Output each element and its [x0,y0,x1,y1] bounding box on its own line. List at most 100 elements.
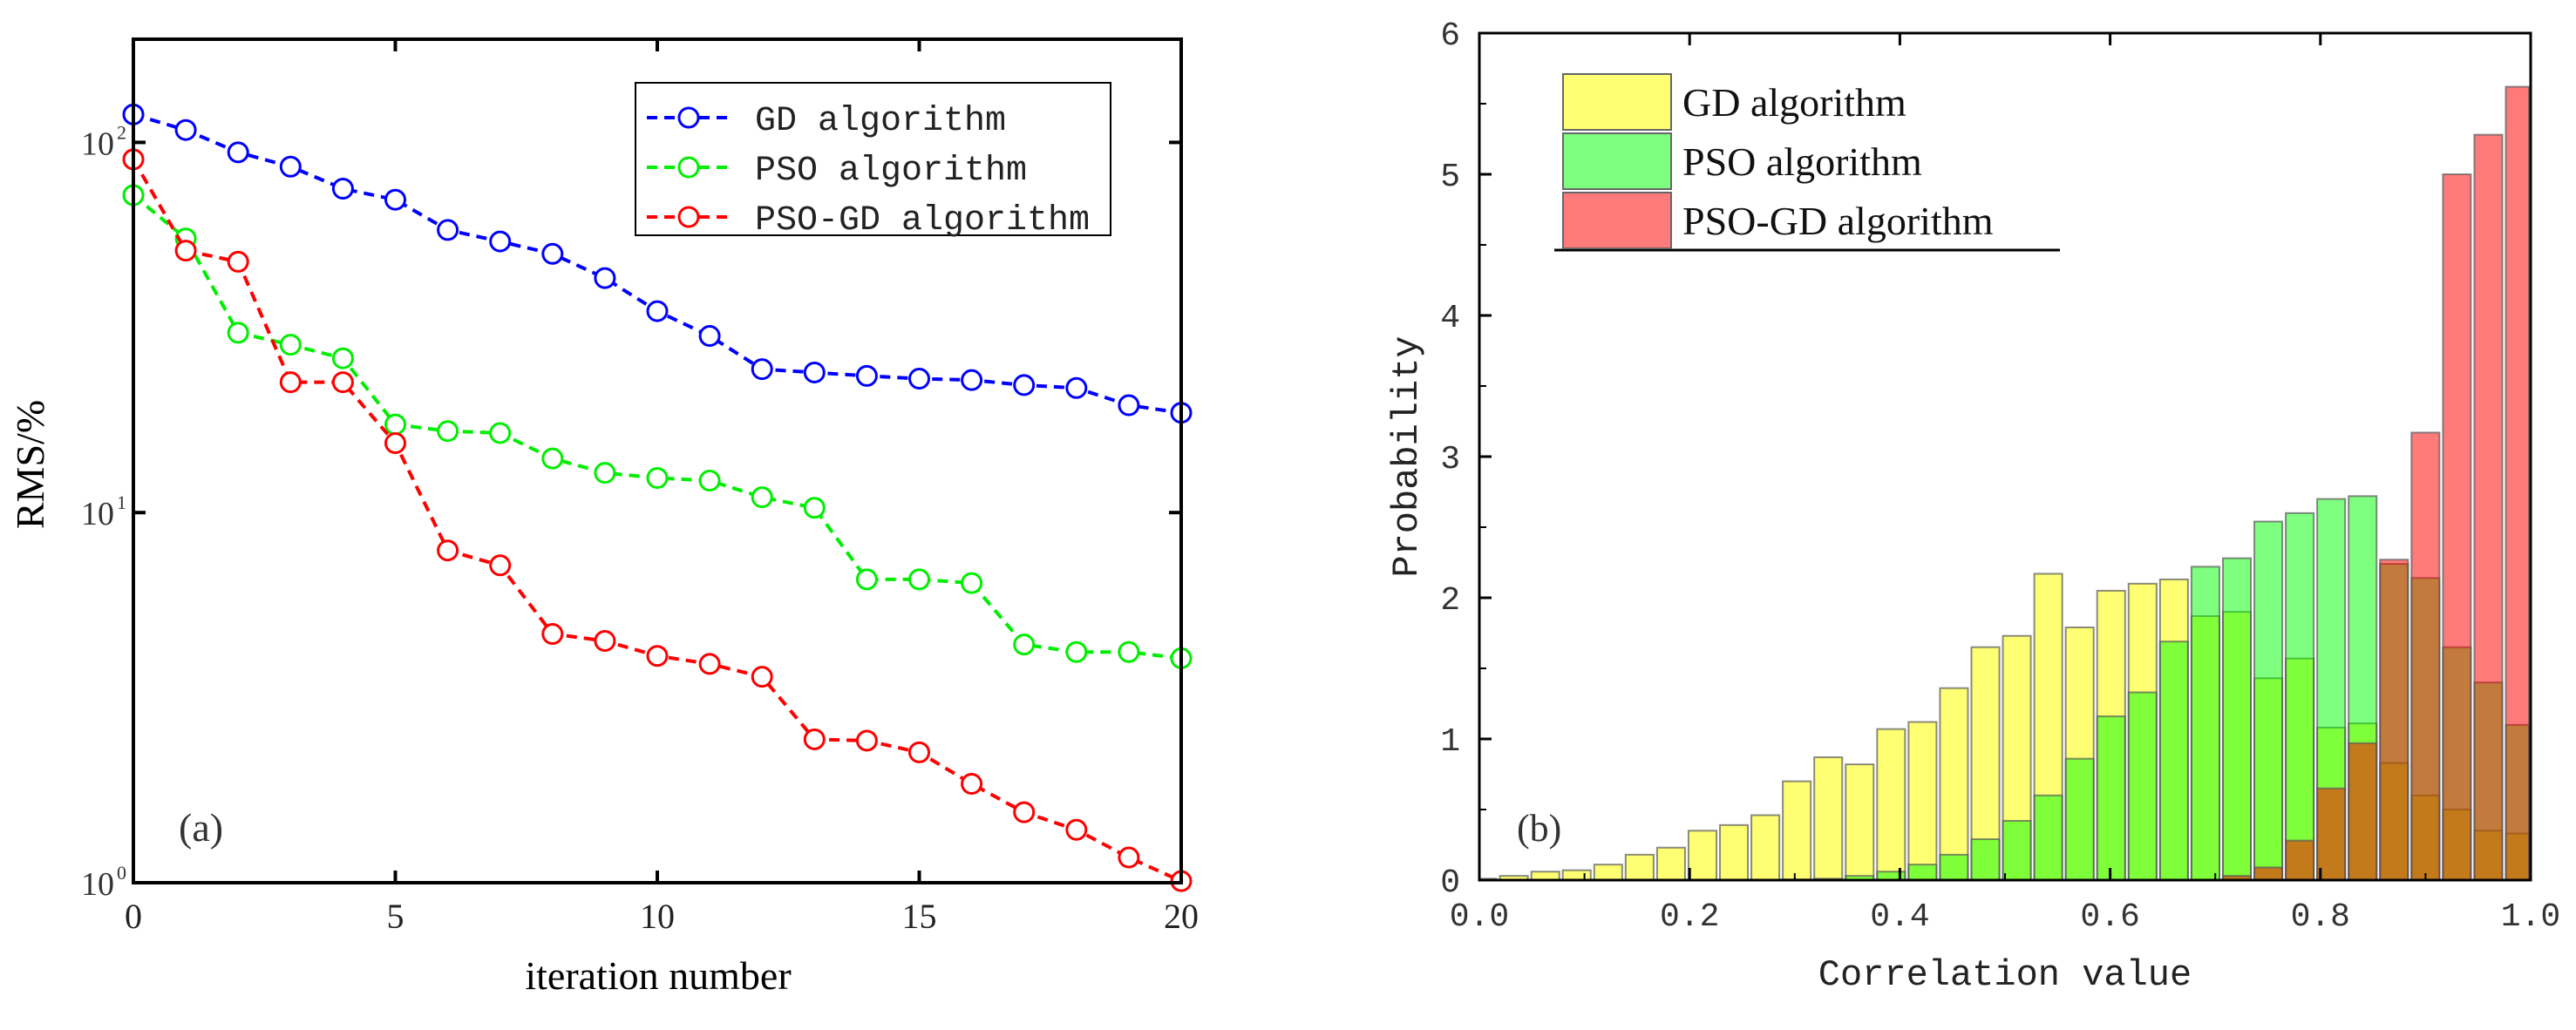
y-tick-label: 10 [81,866,114,903]
legend-entry-label: PSO-GD algorithm [1682,199,1994,243]
histogram-bar-gd-algorithm [1782,780,1812,881]
histogram-bar-gd-algorithm [1939,687,1969,881]
y-tick-label: 2 [1440,582,1460,620]
panel-b-probability-histogram: 0.0 0.2 0.4 0.6 0.8 1.0 0 1 2 3 4 5 6 (b) Correlatio… [1386,17,2560,996]
data-point [489,422,512,444]
panel-a-label: (a) [179,805,223,850]
data-point [803,497,826,519]
data-point [227,141,249,164]
histogram-bar-pso-algorithm [2096,715,2126,882]
legend-marker [677,206,700,228]
data-point [1118,640,1140,663]
histogram-bar-pso-gd-algorithm [2442,173,2472,881]
legend-marker [677,106,700,129]
data-point [698,325,721,348]
data-point [698,653,721,675]
panel-b-x-axis-label: Correlation value [1818,954,2192,996]
data-point [384,188,406,211]
histogram-bar-pso-gd-algorithm [2473,133,2504,881]
data-point [331,347,354,369]
data-point [961,572,983,594]
data-point [751,358,773,381]
panel-b-bars [1480,85,2531,882]
legend-marker [677,156,700,179]
histogram-bar-gd-algorithm [1876,728,1907,881]
histogram-bar-gd-algorithm [1687,830,1718,881]
legend-entry-label: PSO algorithm [755,152,1027,191]
data-point [279,155,302,178]
data-point [803,361,826,383]
x-tick-label: 0.2 [1660,898,1719,936]
y-tick-label: 1 [1440,723,1460,761]
histogram-bar-pso-gd-algorithm [2285,839,2315,882]
histogram-bar-pso-algorithm [2064,757,2095,881]
data-point [1013,634,1036,656]
panel-b-ticks: 0.0 0.2 0.4 0.6 0.8 1.0 0 1 2 3 4 5 6 [1440,17,2560,936]
y-tick-label: 0 [1440,864,1460,902]
y-tick-label: 5 [1440,159,1460,196]
panel-a-legend: GD algorithm PSO algorithm PSO-GD algorith… [635,82,1111,241]
panel-a-y-axis-label: RMS/% [8,400,52,529]
x-tick-label: 0.4 [1870,898,1929,936]
data-point [594,630,616,653]
legend-swatch [1562,73,1672,131]
x-tick-label: 0.6 [2080,898,2139,936]
data-point [541,242,564,265]
histogram-bar-gd-algorithm [1593,864,1623,881]
data-point [1013,801,1036,823]
data-point [384,413,406,436]
histogram-bar-pso-algorithm [1939,853,1969,882]
data-point [855,729,878,752]
histogram-bar-gd-algorithm [1813,756,1844,881]
legend-swatch [1562,132,1672,190]
data-point [594,462,616,485]
panel-a-x-axis-label: iteration number [525,953,791,998]
data-point [1118,846,1140,869]
data-point [1118,394,1140,417]
data-point [594,267,616,289]
histogram-bar-pso-gd-algorithm [2379,559,2409,881]
histogram-bar-pso-algorithm [2221,557,2253,881]
x-tick-label: 20 [1164,897,1199,936]
x-tick-label: 10 [640,897,675,936]
histogram-bar-gd-algorithm [1750,814,1781,881]
data-point [855,364,878,387]
data-point [279,334,302,356]
data-point [227,250,249,273]
x-tick-label: 0.0 [1450,898,1509,936]
x-tick-label: 15 [902,897,937,936]
histogram-bar-pso-gd-algorithm [2348,742,2378,881]
y-tick-exponent: 1 [117,491,126,513]
data-point [331,371,354,394]
data-point [1065,376,1088,399]
legend-entry-label: GD algorithm [1682,80,1907,125]
histogram-bar-pso-algorithm [2285,512,2315,881]
data-point [227,322,249,344]
data-point [437,539,459,562]
x-tick-label: 5 [387,897,404,936]
legend-swatch [1562,192,1672,249]
data-point [646,300,669,322]
data-point [908,368,930,390]
histogram-bar-pso-gd-algorithm [2505,85,2531,881]
data-point [1065,818,1088,841]
data-point [384,432,406,455]
data-point [279,371,302,394]
y-tick-label: 10 [81,125,114,162]
data-point [803,728,826,750]
data-point [908,568,930,591]
panel-b-label: (b) [1517,807,1561,850]
histogram-bar-pso-gd-algorithm [2316,787,2347,882]
panel-a-series [122,103,1193,892]
data-point [855,568,878,591]
histogram-bar-pso-algorithm [2033,794,2063,881]
histogram-bar-pso-algorithm [1907,864,1938,881]
panel-b-y-axis-label: Probability [1386,335,1428,577]
histogram-bar-gd-algorithm [1845,763,1875,881]
x-tick-label: 0 [125,897,142,936]
data-point [541,447,564,470]
histogram-bar-pso-gd-algorithm [2410,431,2441,881]
